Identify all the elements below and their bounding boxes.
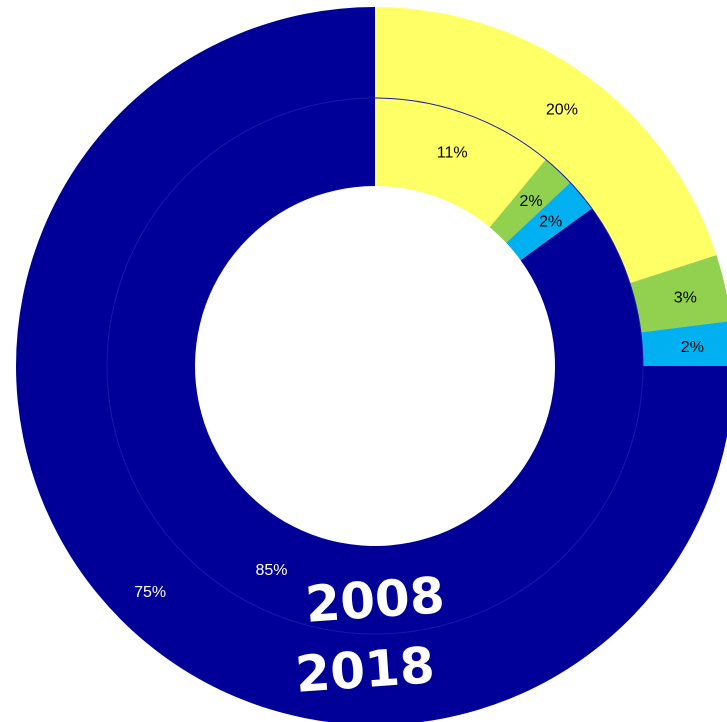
data-label-2008-3: 85% bbox=[255, 562, 287, 579]
slices-layer bbox=[16, 7, 727, 722]
slice-2018-1 bbox=[629, 255, 727, 333]
data-label-2018-3: 75% bbox=[134, 584, 166, 601]
ring-label-2018: 2018 bbox=[294, 636, 437, 704]
slice-2008-0 bbox=[375, 98, 546, 228]
data-label-2018-0: 20% bbox=[546, 102, 578, 119]
data-labels-layer: 20% 3% 2% 75% 11% 2% 2% 85% bbox=[134, 102, 704, 601]
ring-separator bbox=[106, 97, 644, 635]
slice-2008-2 bbox=[506, 182, 592, 261]
ring-label-2008: 2008 bbox=[304, 566, 447, 634]
slice-2018-0 bbox=[375, 7, 717, 284]
slice-2008-3 bbox=[106, 98, 644, 635]
data-label-2008-2: 2% bbox=[539, 214, 562, 231]
data-label-2008-1: 2% bbox=[520, 193, 543, 210]
slice-2008-1 bbox=[489, 159, 571, 243]
data-label-2018-1: 3% bbox=[674, 290, 697, 307]
data-label-2018-2: 2% bbox=[681, 339, 704, 356]
data-label-2008-0: 11% bbox=[437, 144, 468, 161]
slice-2018-2 bbox=[640, 321, 727, 366]
